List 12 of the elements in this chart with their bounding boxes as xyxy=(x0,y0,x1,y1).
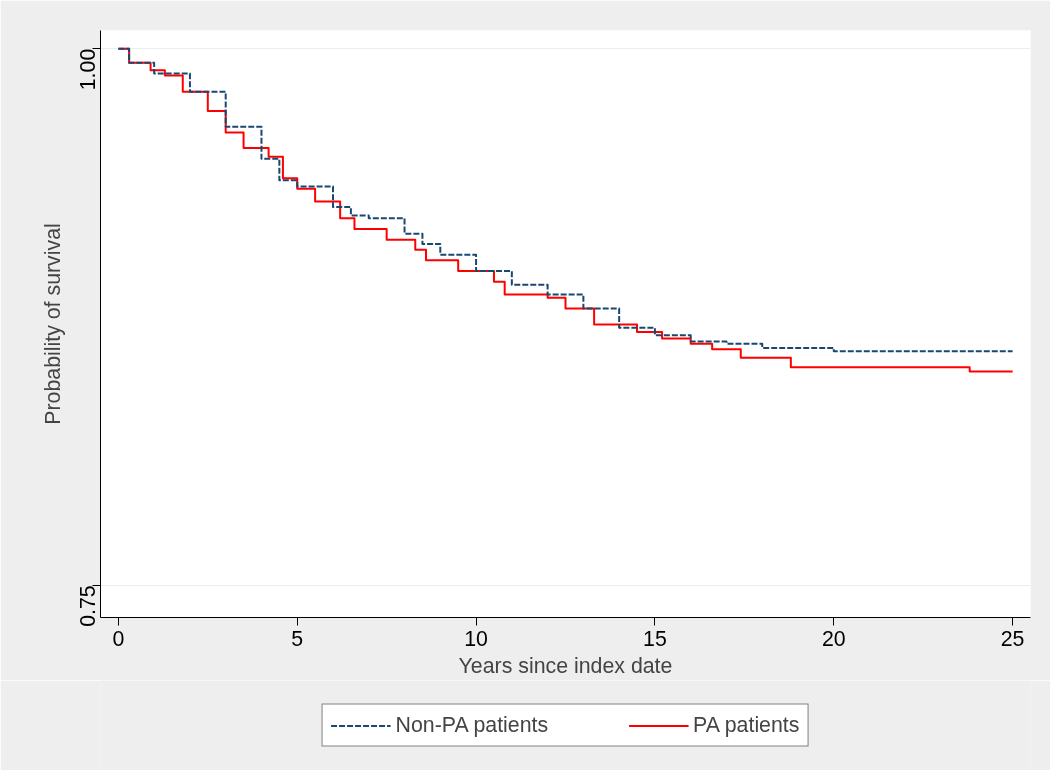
legend-label: Non-PA patients xyxy=(395,712,549,738)
x-tick-label: 15 xyxy=(643,626,667,651)
x-tick-label: 5 xyxy=(291,626,304,651)
legend-label: PA patients xyxy=(693,712,800,738)
y-axis-title: Probability of survival xyxy=(40,223,65,425)
x-tick-label: 20 xyxy=(821,626,846,651)
x-tick-label: 0 xyxy=(112,626,125,651)
x-tick-label: 25 xyxy=(1000,626,1025,651)
y-tick-label: 1.00 xyxy=(76,48,100,91)
x-tick-label: 10 xyxy=(464,626,489,651)
x-axis-title: Years since index date xyxy=(458,653,673,678)
y-tick-label: 0.75 xyxy=(76,585,100,627)
